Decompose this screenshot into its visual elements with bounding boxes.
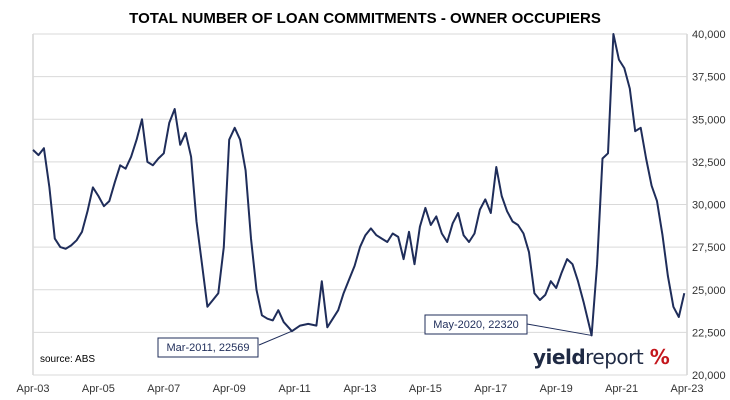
y-tick-label: 25,000	[692, 285, 726, 297]
y-tick-label: 40,000	[692, 29, 726, 41]
y-tick-label: 32,500	[692, 157, 726, 169]
logo-yield: yield	[533, 345, 586, 369]
annotation-label: May-2020, 22320	[433, 319, 519, 331]
annotation-box	[157, 337, 259, 358]
annotations: Mar-2011, 22569 May-2020, 22320	[157, 314, 592, 358]
series-line	[32, 33, 686, 337]
x-tick-label: Apr-15	[409, 383, 442, 395]
y-tick-label: 35,000	[692, 114, 726, 126]
logo-percent-icon: %	[649, 345, 670, 369]
y-tick-label: 22,500	[692, 327, 726, 339]
annotation-box	[424, 314, 528, 335]
x-tick-label: Apr-23	[670, 383, 703, 395]
series-layer	[32, 33, 686, 337]
x-tick-label: Apr-05	[82, 383, 115, 395]
x-tick-label: Apr-21	[605, 383, 638, 395]
x-tick-label: Apr-07	[147, 383, 180, 395]
yieldreport-logo: yieldreport %	[533, 345, 670, 369]
x-tick-label: Apr-13	[343, 383, 376, 395]
logo-report: report	[585, 345, 644, 369]
x-tick-label: Apr-09	[213, 383, 246, 395]
y-tick-label: 20,000	[692, 370, 726, 382]
y-tick-label: 30,000	[692, 200, 726, 212]
annotation-leader	[258, 330, 293, 346]
x-tick-label: Apr-19	[540, 383, 573, 395]
y-axis: 20,000 22,500 25,000 27,500 30,000 32,500 35,0…	[692, 29, 726, 382]
chart-title: TOTAL NUMBER OF LOAN COMMITMENTS - OWNER…	[129, 10, 601, 27]
source-note: source: ABS	[40, 354, 96, 365]
x-tick-label: Apr-03	[16, 383, 49, 395]
annotation-leader	[526, 323, 592, 336]
y-tick-label: 37,500	[692, 72, 726, 84]
x-tick-label: Apr-11	[278, 383, 310, 395]
y-tick-label: 27,500	[692, 242, 726, 254]
annotation-label: Mar-2011, 22569	[167, 342, 250, 354]
x-axis: Apr-03 Apr-05 Apr-07 Apr-09 Apr-11 Apr-13 Apr-…	[16, 383, 703, 395]
x-tick-label: Apr-17	[474, 383, 507, 395]
